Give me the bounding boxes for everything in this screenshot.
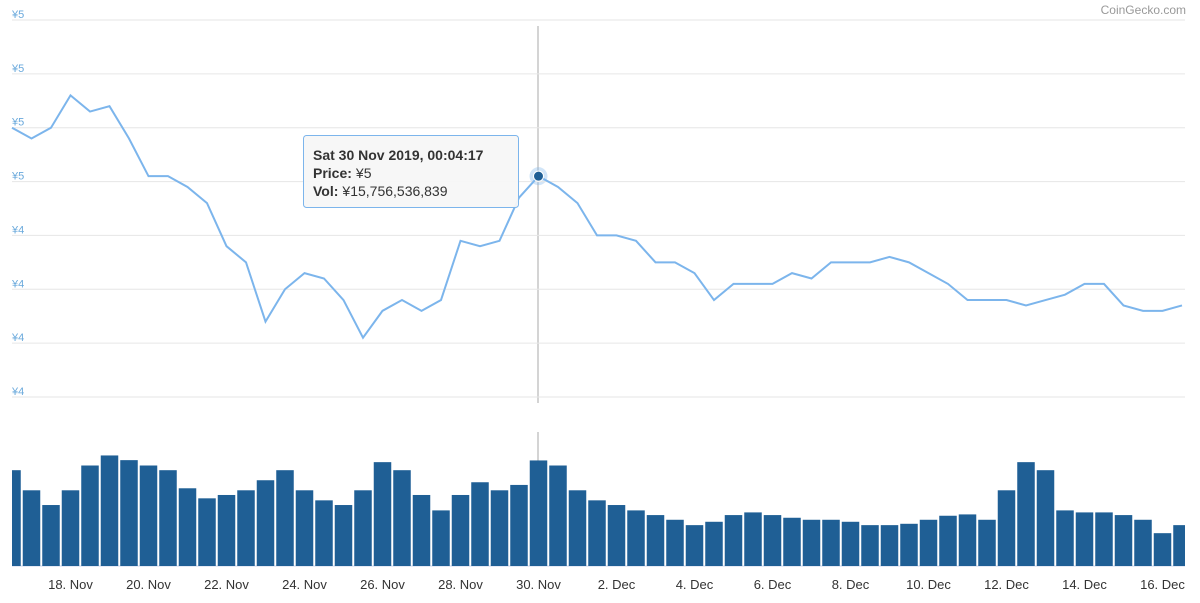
- volume-bar: [295, 490, 314, 566]
- volume-bar: [22, 490, 41, 566]
- volume-bar: [100, 455, 119, 566]
- x-tick-label: 12. Dec: [984, 577, 1029, 592]
- volume-bar: [1134, 519, 1152, 566]
- x-tick-label: 4. Dec: [676, 577, 714, 592]
- x-tick-label: 22. Nov: [204, 577, 249, 592]
- volume-bar: [393, 470, 411, 566]
- volume-bar: [315, 500, 333, 566]
- tooltip-row: Price: ¥5: [313, 165, 372, 181]
- volume-bar: [607, 505, 626, 566]
- watermark: CoinGecko.com: [1101, 3, 1186, 17]
- volume-bar: [490, 490, 509, 566]
- y-tick-label: ¥4: [11, 386, 24, 398]
- volume-bar: [919, 519, 938, 566]
- y-tick-label: ¥4: [11, 332, 24, 344]
- volume-bar: [997, 490, 1016, 566]
- volume-bar: [256, 480, 275, 566]
- volume-bar: [724, 515, 743, 566]
- tooltip-row: Vol: ¥15,756,536,839: [313, 183, 448, 199]
- volume-bar: [471, 482, 489, 566]
- tooltip-value: ¥5: [355, 165, 372, 181]
- volume-bar: [1114, 515, 1133, 566]
- volume-bar: [880, 525, 899, 566]
- volume-bar: [1056, 510, 1074, 566]
- volume-bar: [939, 515, 957, 566]
- volume-bar: [763, 515, 782, 566]
- volume-bar: [646, 515, 665, 566]
- volume-bar: [1095, 512, 1113, 566]
- volume-bar: [568, 490, 587, 566]
- y-tick-label: ¥5: [11, 171, 24, 183]
- volume-bar: [588, 500, 606, 566]
- x-tick-label: 2. Dec: [598, 577, 636, 592]
- volume-bar: [1036, 470, 1055, 566]
- volume-bar: [1075, 512, 1094, 566]
- volume-bar: [802, 519, 821, 566]
- x-tick-label: 6. Dec: [754, 577, 792, 592]
- volume-bar: [1017, 462, 1035, 566]
- x-tick-label: 26. Nov: [360, 577, 405, 592]
- volume-bar: [822, 519, 840, 566]
- hover-point: [533, 170, 544, 182]
- volume-bar: [900, 523, 918, 566]
- price-line: [11, 93, 1183, 340]
- x-tick-label: 18. Nov: [48, 577, 93, 592]
- x-tick-label: 16. Dec: [1140, 577, 1185, 592]
- volume-bar: [549, 465, 567, 566]
- volume-bar: [510, 484, 528, 566]
- volume-bar: [627, 510, 645, 566]
- x-tick-label: 8. Dec: [832, 577, 870, 592]
- volume-bar: [432, 510, 450, 566]
- tooltip-label: Vol:: [313, 183, 338, 199]
- volume-bar: [783, 517, 801, 566]
- volume-bar: [276, 470, 294, 566]
- x-tick-label: 10. Dec: [906, 577, 951, 592]
- volume-bar: [334, 505, 353, 566]
- x-tick-label: 28. Nov: [438, 577, 483, 592]
- tooltip-value: ¥15,756,536,839: [341, 183, 447, 199]
- tooltip-label: Price:: [313, 165, 352, 181]
- volume-bar: [178, 488, 197, 566]
- volume-bar: [217, 494, 236, 566]
- volume-bar: [978, 519, 996, 566]
- volume-bar: [1173, 525, 1185, 566]
- volume-bar: [685, 525, 704, 566]
- volume-bar: [451, 494, 470, 566]
- volume-bar: [666, 519, 684, 566]
- volume-bar: [841, 521, 860, 566]
- volume-bar: [120, 460, 138, 566]
- volume-bar: [139, 465, 158, 566]
- tooltip-bg: [303, 135, 519, 208]
- volume-bar: [237, 490, 255, 566]
- volume-bar: [529, 460, 548, 566]
- x-tick-label: 24. Nov: [282, 577, 327, 592]
- volume-bar: [354, 490, 372, 566]
- y-tick-label: ¥4: [11, 224, 24, 236]
- volume-bar: [159, 470, 177, 566]
- tooltip-header: Sat 30 Nov 2019, 00:04:17: [313, 147, 484, 163]
- y-tick-label: ¥5: [11, 117, 24, 129]
- y-tick-label: ¥5: [11, 63, 24, 75]
- volume-bar: [373, 462, 392, 566]
- volume-bar: [61, 490, 80, 566]
- volume-bar: [42, 505, 60, 566]
- y-tick-label: ¥4: [11, 278, 24, 290]
- y-tick-label: ¥5: [11, 9, 24, 21]
- volume-bar: [412, 494, 431, 566]
- volume-bar: [958, 514, 977, 566]
- volume-bar: [12, 470, 21, 566]
- volume-bar: [1153, 533, 1172, 566]
- volume-bar: [81, 465, 99, 566]
- x-tick-label: 30. Nov: [516, 577, 561, 592]
- x-tick-label: 14. Dec: [1062, 577, 1107, 592]
- volume-bar: [705, 521, 723, 566]
- volume-bar: [744, 512, 762, 566]
- tooltip-box: Sat 30 Nov 2019, 00:04:17 Price: ¥5 Vol: ¥15…: [303, 135, 519, 208]
- volume-bar: [861, 525, 879, 566]
- volume-bar: [198, 498, 216, 566]
- x-tick-label: 20. Nov: [126, 577, 171, 592]
